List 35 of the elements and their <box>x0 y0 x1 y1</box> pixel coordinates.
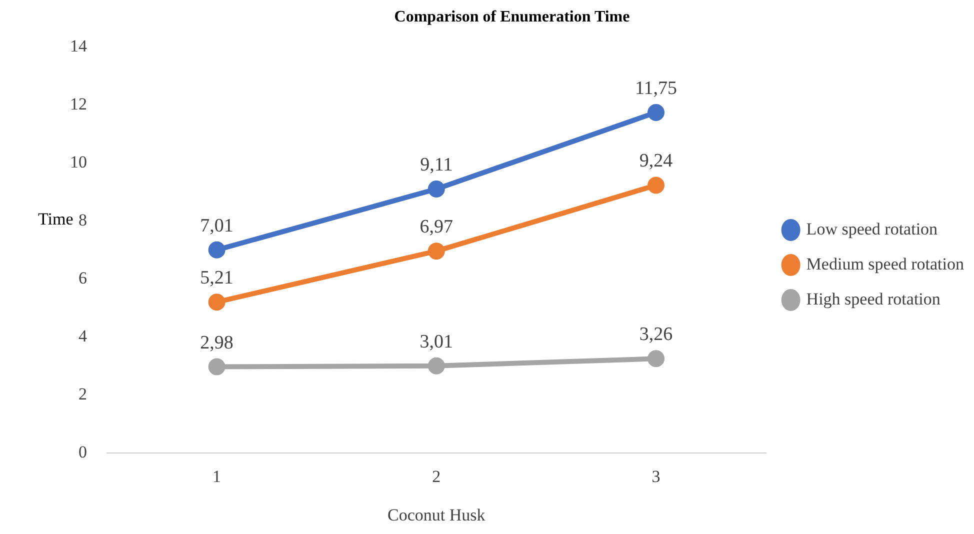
data-label: 9,11 <box>420 154 453 176</box>
y-tick-label: 0 <box>78 442 87 462</box>
y-tick-label: 8 <box>78 210 87 230</box>
x-axis-title: Coconut Husk <box>388 505 486 524</box>
legend-label: Medium speed rotation <box>806 254 964 274</box>
data-label: 6,97 <box>420 216 454 238</box>
point <box>208 294 226 311</box>
x-tick-label: 1 <box>212 466 222 486</box>
point <box>208 358 226 376</box>
data-label: 11,75 <box>634 78 678 99</box>
point <box>208 241 226 258</box>
y-tick-label: 12 <box>70 94 87 114</box>
x-tick-label: 2 <box>432 466 441 486</box>
data-label: 5,21 <box>200 268 234 289</box>
y-axis-title: Time <box>38 210 74 229</box>
x-tick-label: 3 <box>652 466 660 486</box>
y-tick-label: 2 <box>78 384 87 404</box>
data-label: 9,24 <box>639 150 674 172</box>
y-tick-label: 14 <box>70 36 88 56</box>
legend-label: Low speed rotation <box>806 219 938 238</box>
data-label: 3,26 <box>639 324 673 346</box>
y-tick-label: 10 <box>70 152 87 172</box>
y-tick-label: 6 <box>78 268 87 288</box>
point <box>648 176 665 194</box>
data-label: 2,98 <box>200 332 234 354</box>
point <box>648 350 665 368</box>
data-label: 3,01 <box>420 331 454 352</box>
y-tick-label: 4 <box>78 326 88 346</box>
point <box>428 242 445 260</box>
point <box>648 104 665 121</box>
data-label: 7,01 <box>200 215 234 236</box>
point <box>428 180 445 198</box>
point <box>428 357 445 374</box>
legend-label: High speed rotation <box>806 289 941 308</box>
chart-title: Comparison of Enumeration Time <box>394 8 630 26</box>
